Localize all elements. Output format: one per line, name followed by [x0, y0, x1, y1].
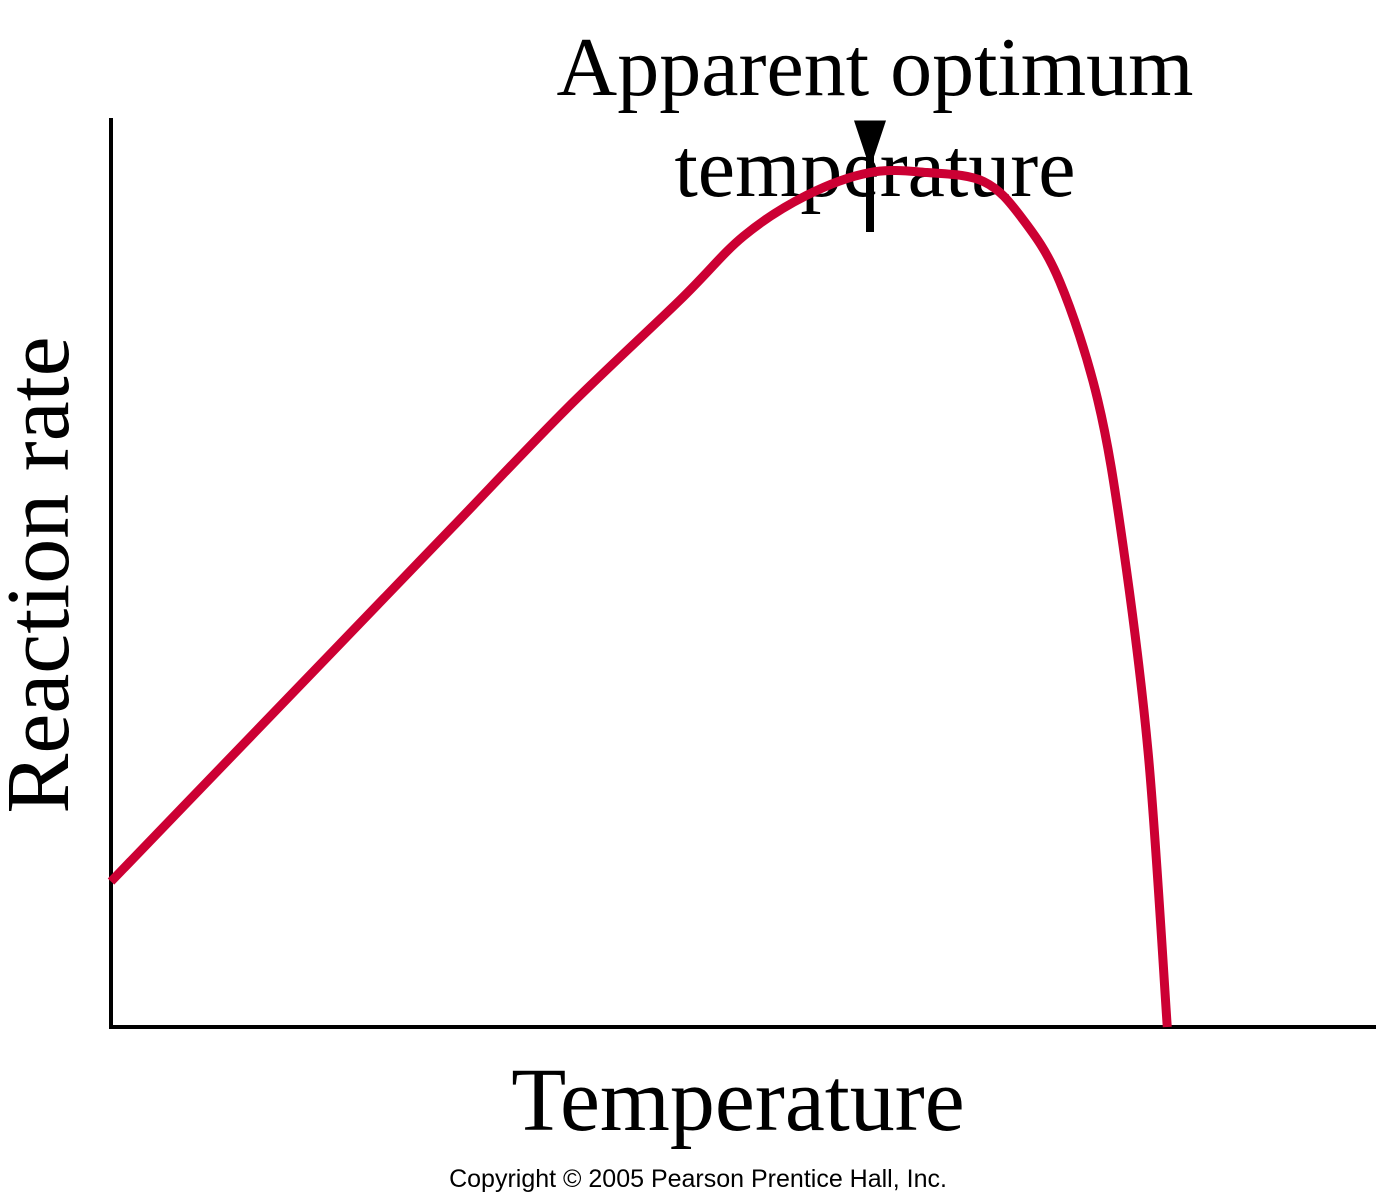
series-line [107, 165, 1172, 1028]
copyright-footer: Copyright © 2005 Pearson Prentice Hall, … [449, 1165, 947, 1193]
annotation-text-line1: Apparent optimum [557, 21, 1194, 114]
y-axis-label: Reaction rate [0, 336, 88, 813]
x-axis-label: Temperature [511, 1051, 964, 1150]
annotation-arrow-head [854, 120, 886, 169]
annotation-arrow [854, 120, 886, 232]
